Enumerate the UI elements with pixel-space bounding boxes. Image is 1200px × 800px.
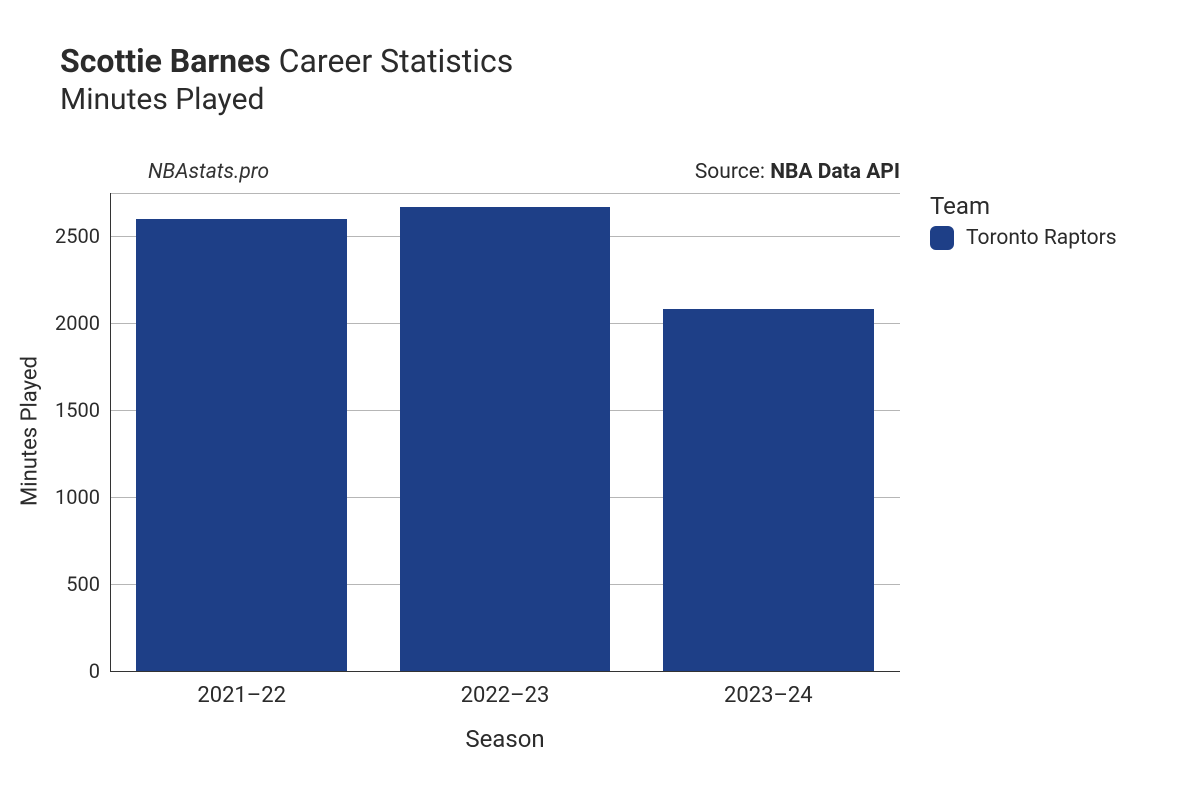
y-tick-label: 2500 <box>55 224 110 248</box>
chart-title-block: Scottie Barnes Career Statistics Minutes… <box>60 42 513 118</box>
chart-title-line1: Scottie Barnes Career Statistics <box>60 42 513 80</box>
chart-subtitle: Minutes Played <box>60 82 513 118</box>
source-label: Source: NBA Data API <box>695 160 900 184</box>
y-tick-label: 1000 <box>55 485 110 509</box>
source-name: NBA Data API <box>770 160 900 184</box>
bar <box>663 309 874 671</box>
bar <box>400 207 611 671</box>
legend-item: Toronto Raptors <box>930 226 1117 250</box>
x-tick-label: 2021–22 <box>197 671 286 708</box>
y-tick-label: 500 <box>66 572 110 596</box>
legend-swatch <box>930 226 954 250</box>
y-tick-label: 1500 <box>55 398 110 422</box>
chart-title-suffix: Career Statistics <box>271 42 514 80</box>
x-axis-title: Season <box>465 725 544 753</box>
legend-title: Team <box>930 192 1117 220</box>
y-tick-label: 0 <box>89 659 110 683</box>
chart-plot-area: 05001000150020002500 2021–222022–232023–… <box>110 192 900 671</box>
y-axis-line <box>110 193 111 671</box>
legend-items: Toronto Raptors <box>930 226 1117 250</box>
gridline <box>110 193 900 194</box>
legend-item-label: Toronto Raptors <box>966 226 1117 250</box>
source-prefix: Source: <box>695 160 770 184</box>
x-tick-label: 2022–23 <box>461 671 550 708</box>
y-tick-label: 2000 <box>55 311 110 335</box>
bar <box>136 219 347 671</box>
x-tick-label: 2023–24 <box>724 671 813 708</box>
chart-title-player: Scottie Barnes <box>60 42 271 80</box>
legend: Team Toronto Raptors <box>930 192 1117 250</box>
watermark-text: NBAstats.pro <box>148 160 269 184</box>
y-axis-title: Minutes Played <box>18 356 43 506</box>
